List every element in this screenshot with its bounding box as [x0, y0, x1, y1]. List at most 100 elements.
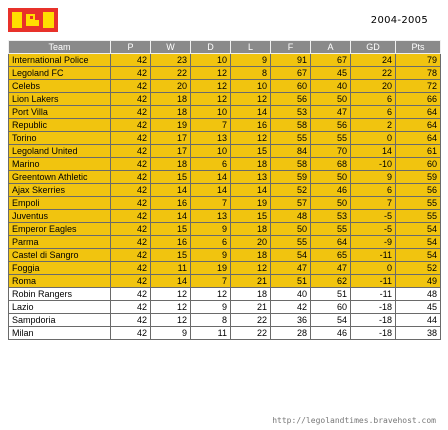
- cell-points: 44: [395, 313, 441, 327]
- cell-goal-difference: -11: [350, 274, 396, 288]
- cell-team-name: Parma: [8, 235, 111, 249]
- cell-played: 42: [110, 248, 151, 262]
- cell-goal-difference: 22: [350, 66, 396, 80]
- cell-points: 54: [395, 235, 441, 249]
- cell-goals-against: 68: [310, 157, 351, 171]
- table-row: Celebs 42 20 12 10 60 40 20 72: [8, 79, 441, 93]
- cell-goal-difference: 24: [350, 53, 396, 67]
- table-row: Robin Rangers 42 12 12 18 40 51 -11 48: [8, 287, 441, 301]
- cell-lost: 12: [230, 261, 271, 275]
- cell-lost: 21: [230, 274, 271, 288]
- cell-lost: 18: [230, 222, 271, 236]
- cell-played: 42: [110, 326, 151, 340]
- table-row: Torino 42 17 13 12 55 55 0 64: [8, 131, 441, 145]
- cell-goals-against: 56: [310, 118, 351, 132]
- cell-goals-for: 55: [270, 235, 311, 249]
- cell-team-name: Marino: [8, 157, 111, 171]
- table-header-row: Team P W D L F A GD Pts: [8, 40, 441, 54]
- lego-brick-icon: [8, 8, 58, 32]
- cell-drawn: 8: [190, 313, 231, 327]
- cell-goal-difference: -10: [350, 157, 396, 171]
- cell-goals-against: 46: [310, 183, 351, 197]
- cell-lost: 22: [230, 313, 271, 327]
- cell-drawn: 9: [190, 300, 231, 314]
- cell-team-name: Celebs: [8, 79, 111, 93]
- cell-goal-difference: 20: [350, 79, 396, 93]
- table-row: Legoland United 42 17 10 15 84 70 14 61: [8, 144, 441, 158]
- cell-drawn: 7: [190, 274, 231, 288]
- cell-team-name: Port Villa: [8, 105, 111, 119]
- table-row: Emperor Eagles 42 15 9 18 50 55 -5 54: [8, 222, 441, 236]
- cell-goal-difference: 0: [350, 261, 396, 275]
- cell-goals-for: 48: [270, 209, 311, 223]
- cell-played: 42: [110, 144, 151, 158]
- cell-played: 42: [110, 196, 151, 210]
- cell-goals-for: 42: [270, 300, 311, 314]
- cell-goals-for: 51: [270, 274, 311, 288]
- cell-won: 12: [150, 313, 191, 327]
- cell-goals-for: 60: [270, 79, 311, 93]
- cell-goals-for: 53: [270, 105, 311, 119]
- league-table-body: International Police 42 23 10 9 91 67 24 79 Legol…: [8, 53, 441, 340]
- cell-goals-against: 64: [310, 235, 351, 249]
- cell-team-name: Legoland United: [8, 144, 111, 158]
- cell-team-name: Torino: [8, 131, 111, 145]
- cell-points: 49: [395, 274, 441, 288]
- cell-drawn: 10: [190, 53, 231, 67]
- cell-team-name: Milan: [8, 326, 111, 340]
- cell-lost: 9: [230, 53, 271, 67]
- cell-lost: 19: [230, 196, 271, 210]
- league-table: Team P W D L F A GD Pts International Po…: [8, 40, 441, 340]
- table-row: Greentown Athletic 42 15 14 13 59 50 9 59: [8, 170, 441, 184]
- cell-won: 14: [150, 183, 191, 197]
- cell-drawn: 12: [190, 92, 231, 106]
- cell-played: 42: [110, 183, 151, 197]
- cell-goals-for: 57: [270, 196, 311, 210]
- cell-team-name: Sampdoria: [8, 313, 111, 327]
- cell-goals-for: 91: [270, 53, 311, 67]
- cell-played: 42: [110, 222, 151, 236]
- cell-lost: 12: [230, 131, 271, 145]
- cell-goals-against: 55: [310, 222, 351, 236]
- cell-goals-for: 54: [270, 248, 311, 262]
- cell-goals-for: 58: [270, 118, 311, 132]
- cell-drawn: 7: [190, 196, 231, 210]
- cell-drawn: 6: [190, 157, 231, 171]
- cell-won: 18: [150, 105, 191, 119]
- cell-goals-against: 65: [310, 248, 351, 262]
- cell-won: 14: [150, 209, 191, 223]
- cell-drawn: 14: [190, 170, 231, 184]
- cell-points: 56: [395, 183, 441, 197]
- cell-goals-against: 51: [310, 287, 351, 301]
- table-row: Roma 42 14 7 21 51 62 -11 49: [8, 274, 441, 288]
- cell-goals-against: 70: [310, 144, 351, 158]
- cell-points: 66: [395, 92, 441, 106]
- cell-goals-against: 55: [310, 131, 351, 145]
- cell-goal-difference: -18: [350, 300, 396, 314]
- table-row: Lazio 42 12 9 21 42 60 -18 45: [8, 300, 441, 314]
- cell-won: 11: [150, 261, 191, 275]
- cell-team-name: Greentown Athletic: [8, 170, 111, 184]
- cell-team-name: Emperor Eagles: [8, 222, 111, 236]
- table-row: Castel di Sangro 42 15 9 18 54 65 -11 54: [8, 248, 441, 262]
- cell-goal-difference: 6: [350, 183, 396, 197]
- cell-points: 61: [395, 144, 441, 158]
- cell-lost: 10: [230, 79, 271, 93]
- cell-drawn: 12: [190, 79, 231, 93]
- table-row: Parma 42 16 6 20 55 64 -9 54: [8, 235, 441, 249]
- cell-points: 38: [395, 326, 441, 340]
- cell-lost: 12: [230, 92, 271, 106]
- cell-goal-difference: 0: [350, 131, 396, 145]
- table-row: Milan 42 9 11 22 28 46 -18 38: [8, 326, 441, 340]
- cell-won: 18: [150, 92, 191, 106]
- cell-lost: 14: [230, 105, 271, 119]
- cell-won: 16: [150, 196, 191, 210]
- cell-drawn: 10: [190, 105, 231, 119]
- cell-lost: 16: [230, 118, 271, 132]
- table-row: Empoli 42 16 7 19 57 50 7 55: [8, 196, 441, 210]
- cell-goals-for: 52: [270, 183, 311, 197]
- cell-drawn: 12: [190, 66, 231, 80]
- cell-won: 17: [150, 144, 191, 158]
- cell-won: 14: [150, 274, 191, 288]
- cell-goal-difference: 14: [350, 144, 396, 158]
